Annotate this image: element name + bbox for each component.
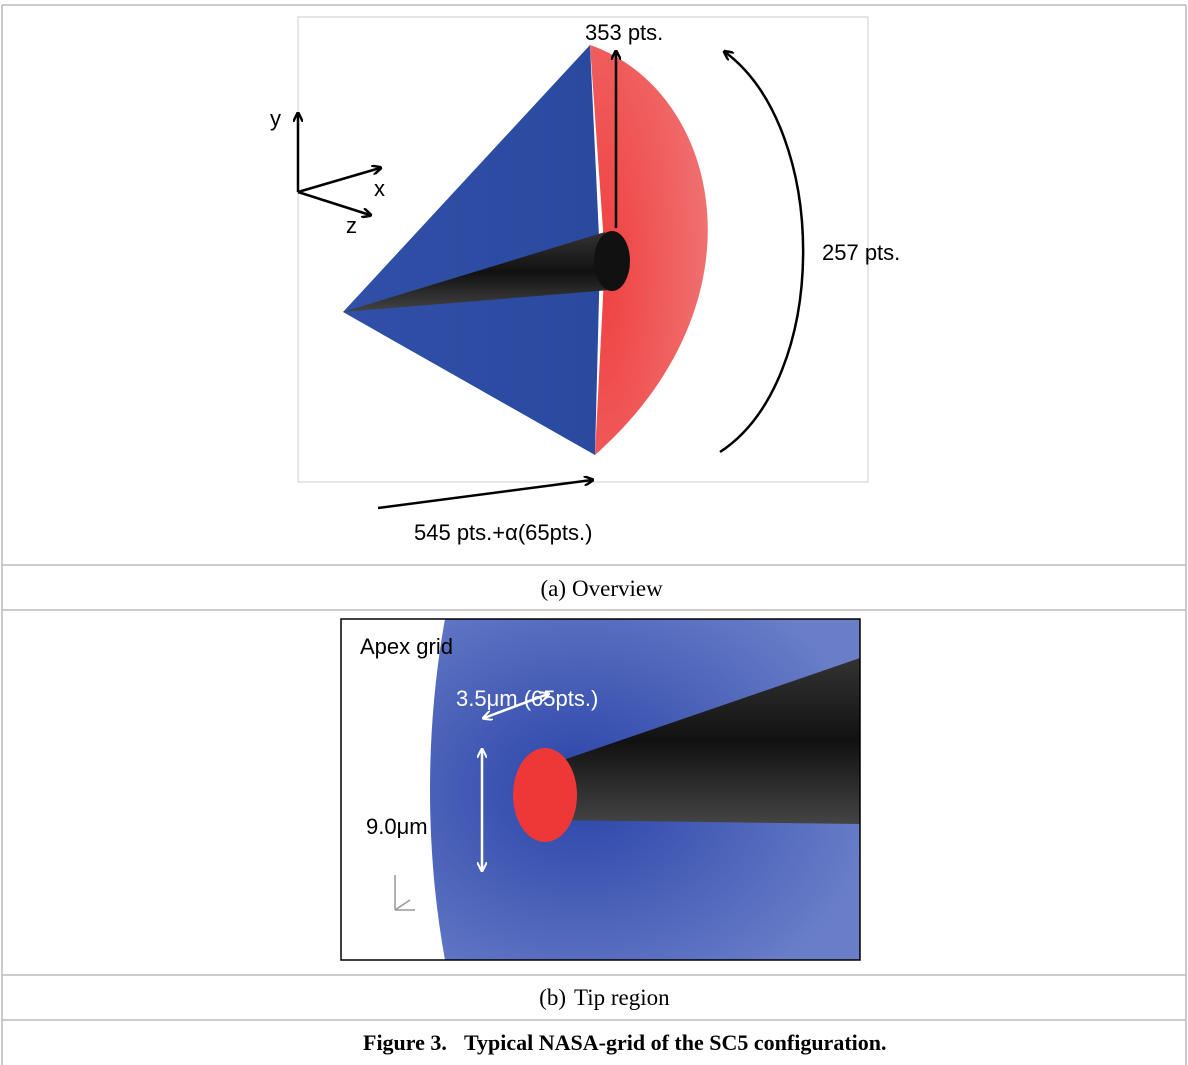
overview-panel: y x z 353 pts. 257 pts. 545 pts.+α(65pts…	[270, 17, 900, 545]
caption-text: Tip region	[574, 985, 670, 1010]
caption-text: Overview	[572, 576, 663, 601]
panel-title: Apex grid	[360, 634, 453, 659]
page: y x z 353 pts. 257 pts. 545 pts.+α(65pts…	[0, 0, 1188, 1065]
axis-label: x	[374, 176, 385, 201]
figure: y x z 353 pts. 257 pts. 545 pts.+α(65pts…	[0, 0, 1188, 1065]
figure-number: Figure 3.	[363, 1030, 447, 1055]
annotation: 353 pts.	[585, 20, 663, 45]
caption-letter: (a)	[540, 576, 566, 601]
annotation: 257 pts.	[822, 240, 900, 265]
annotation: 545 pts.+α(65pts.)	[414, 520, 592, 545]
annotation: 3.5μm (65pts.)	[456, 686, 598, 711]
figure-caption: Typical NASA-grid of the SC5 configurati…	[464, 1030, 887, 1055]
axis-label: y	[270, 106, 281, 131]
axis-label: z	[346, 213, 357, 238]
caption-letter: (b)	[539, 985, 566, 1010]
annotation: 9.0μm	[366, 814, 428, 839]
tip-panel: Apex grid 3.5μm (65pts.) 9.0μm	[341, 619, 860, 960]
